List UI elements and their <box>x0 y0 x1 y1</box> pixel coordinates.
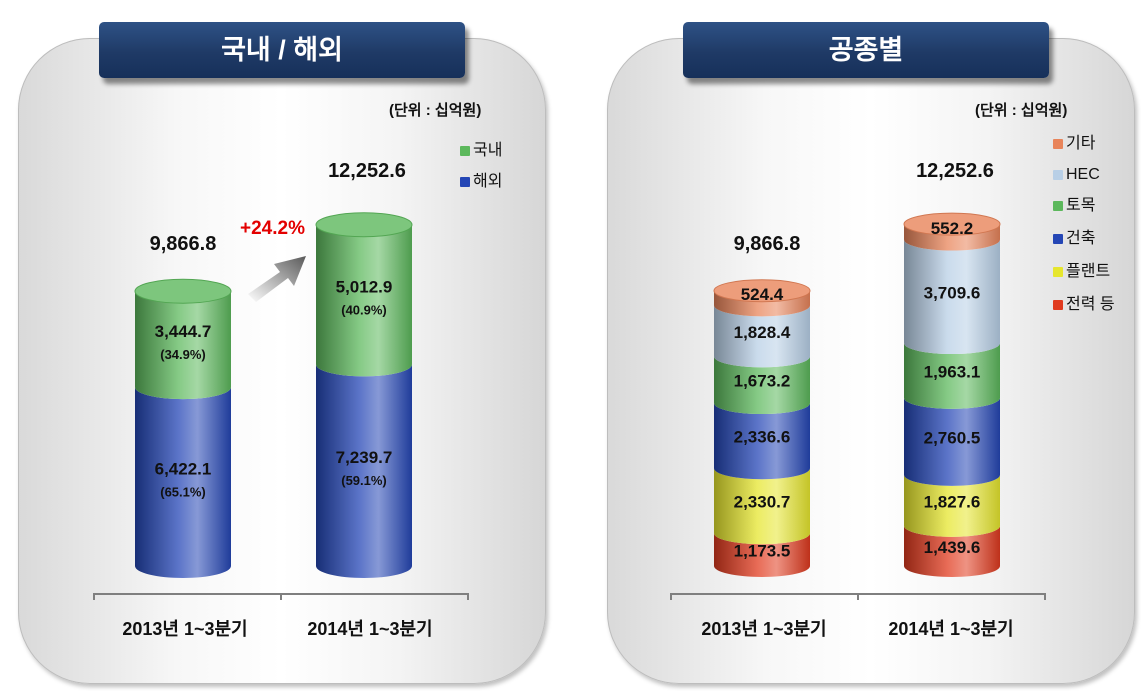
legend-item-overseas: 해외 <box>460 172 502 192</box>
legend-swatch-building <box>1053 234 1063 244</box>
data-label-building: 2,760.5 <box>924 428 981 447</box>
legend-label: 해외 <box>473 173 503 190</box>
data-label-etc: 524.4 <box>741 285 784 304</box>
right-bar-0-segment-civil <box>714 356 810 415</box>
legend-item-building: 건축 <box>1053 229 1095 249</box>
axis-tick <box>280 593 282 600</box>
data-pct-overseas: (65.1%) <box>160 485 206 500</box>
right-bar-1-top-cap <box>903 212 1001 236</box>
data-pct-domestic: (34.9%) <box>160 347 206 362</box>
right-bar-1-segment-building <box>904 397 1000 486</box>
right-bar-0-segment-etc <box>714 290 810 317</box>
left-total-2014: 12,252.6 <box>328 160 406 182</box>
data-label-overseas: 7,239.7 <box>336 448 393 467</box>
left-unit-label: (단위 : 십억원) <box>389 102 482 119</box>
legend-item-plant: 플랜트 <box>1053 262 1110 282</box>
data-label-civil: 1,673.2 <box>734 372 791 391</box>
left-bar-0-top-cap <box>134 278 232 304</box>
right-bar-0-segment-hec <box>714 305 810 368</box>
legend-item-hec: HEC <box>1053 165 1100 185</box>
data-label-power: 1,173.5 <box>734 542 791 561</box>
legend-label: 국내 <box>473 142 503 159</box>
data-label-civil: 1,963.1 <box>924 362 981 381</box>
axis-tick <box>857 593 859 600</box>
data-pct-domestic: (40.9%) <box>341 303 387 318</box>
right-category-2014: 2014년 1~3분기 <box>888 619 1014 639</box>
right-bar-0-segment-building <box>714 403 810 480</box>
legend-swatch-domestic <box>460 146 470 156</box>
axis-tick <box>93 593 95 600</box>
growth-annotation: +24.2% <box>240 218 305 239</box>
arrow-shape <box>248 256 306 302</box>
left-bar-1-top-cap <box>315 212 413 238</box>
axis-tick <box>1044 593 1046 600</box>
legend-swatch-overseas <box>460 177 470 187</box>
legend-label: HEC <box>1066 166 1100 183</box>
left-chart-panel <box>18 38 546 684</box>
left-category-2013: 2013년 1~3분기 <box>122 619 248 639</box>
legend-swatch-civil <box>1053 201 1063 211</box>
right-bar-1-segment-etc <box>904 224 1000 251</box>
legend-label: 플랜트 <box>1066 263 1111 280</box>
left-bar-0-segment-overseas <box>135 387 231 578</box>
axis-tick <box>670 593 672 600</box>
right-total-2013: 9,866.8 <box>733 233 801 255</box>
data-label-etc: 552.2 <box>931 219 974 238</box>
data-label-plant: 2,330.7 <box>734 493 791 512</box>
data-label-hec: 3,709.6 <box>924 283 981 302</box>
left-bar-1-segment-domestic <box>316 224 412 377</box>
right-chart-title: 공종별 <box>683 22 1049 78</box>
right-bar-0-segment-plant <box>714 468 810 545</box>
left-bar-1-segment-overseas <box>316 364 412 578</box>
left-category-2014: 2014년 1~3분기 <box>307 619 433 639</box>
growth-arrow-icon <box>248 256 306 302</box>
legend-swatch-power <box>1053 300 1063 310</box>
right-bar-1-segment-power <box>904 525 1000 577</box>
left-bar-0-segment-domestic <box>135 291 231 400</box>
data-pct-overseas: (59.1%) <box>341 473 387 488</box>
legend-item-domestic: 국내 <box>460 141 502 161</box>
left-chart-title: 국내 / 해외 <box>99 22 465 78</box>
legend-label: 전력 등 <box>1066 296 1115 313</box>
legend-item-civil: 토목 <box>1053 196 1095 216</box>
right-total-2014: 12,252.6 <box>916 160 994 182</box>
right-bar-1-segment-hec <box>904 239 1000 355</box>
legend-label: 토목 <box>1066 197 1096 214</box>
right-bar-0-top-cap <box>713 279 811 303</box>
legend-swatch-hec <box>1053 170 1063 180</box>
legend-item-power: 전력 등 <box>1053 295 1115 315</box>
right-bar-1-segment-plant <box>904 474 1000 537</box>
data-label-building: 2,336.6 <box>734 428 791 447</box>
right-category-2013: 2013년 1~3분기 <box>701 619 827 639</box>
data-label-domestic: 3,444.7 <box>155 322 212 341</box>
legend-swatch-etc <box>1053 139 1063 149</box>
data-label-hec: 1,828.4 <box>734 323 791 342</box>
legend-swatch-plant <box>1053 267 1063 277</box>
left-total-2013: 9,866.8 <box>149 233 217 255</box>
legend-label: 기타 <box>1066 135 1096 152</box>
right-chart-panel <box>607 38 1135 684</box>
data-label-power: 1,439.6 <box>924 538 981 557</box>
right-bar-1-segment-civil <box>904 343 1000 409</box>
legend-item-etc: 기타 <box>1053 134 1095 154</box>
data-label-domestic: 5,012.9 <box>336 278 393 297</box>
legend-label: 건축 <box>1066 230 1096 247</box>
axis-tick <box>467 593 469 600</box>
right-unit-label: (단위 : 십억원) <box>975 102 1068 119</box>
data-label-plant: 1,827.6 <box>924 492 981 511</box>
data-label-overseas: 6,422.1 <box>155 460 212 479</box>
right-bar-0-segment-power <box>714 533 810 577</box>
